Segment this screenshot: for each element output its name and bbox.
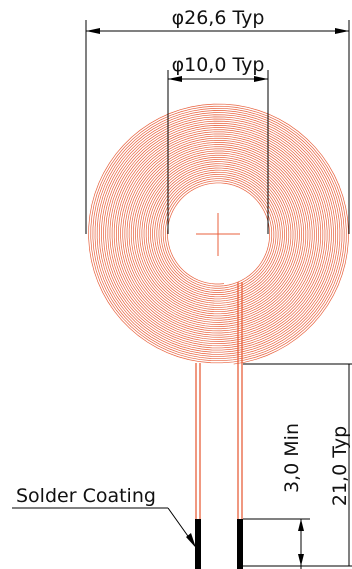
solder-coating-leader (12, 507, 196, 547)
inner-arrow-right (254, 76, 268, 82)
coil-windings (88, 103, 349, 365)
inner-diameter-dimension (167, 70, 269, 234)
coil-spiral (88, 103, 349, 365)
outer-diameter-dimension (85, 20, 350, 234)
solder-coating-label: Solder Coating (16, 485, 156, 507)
inner-arrow-left (168, 76, 182, 82)
solder-end-right (237, 519, 243, 569)
outer-arrow-right (335, 28, 349, 34)
inner-diameter-label: φ10,0 Typ (172, 54, 265, 76)
solder-coating-ends (195, 519, 243, 569)
min-length-label: 3,0 Min (281, 423, 303, 493)
callout-arrowhead (186, 533, 196, 548)
center-mark (196, 213, 240, 256)
solder-end-left (195, 519, 201, 569)
total-length-dimension (243, 363, 352, 567)
min-length-arrow-bottom (298, 554, 304, 566)
min-length-arrow-top (298, 519, 304, 531)
min-length-dimension (243, 518, 310, 569)
coil-leads (195, 282, 243, 519)
outer-arrow-left (86, 28, 100, 34)
outer-diameter-label: φ26,6 Typ (172, 7, 265, 29)
total-length-label: 21,0 Typ (329, 426, 351, 506)
